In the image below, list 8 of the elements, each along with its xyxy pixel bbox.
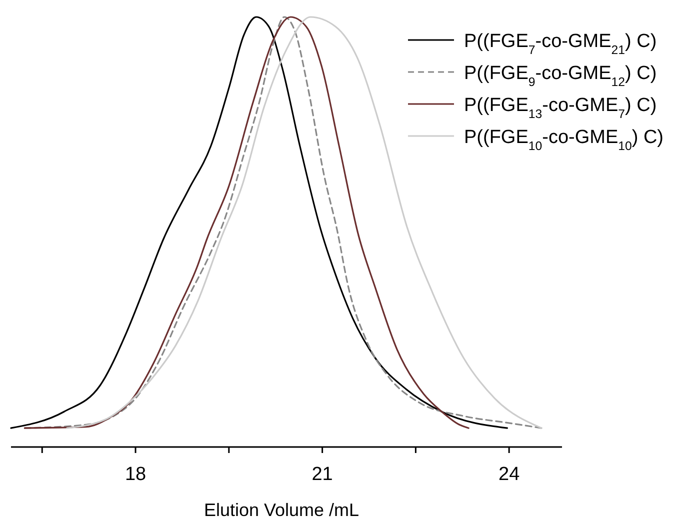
legend-label: P((FGE$_{10}$-co-GME$_{10}$) C) <box>464 127 664 153</box>
legend-label: P((FGE$_{7}$-co-GME$_{21}$) C) <box>464 31 657 57</box>
x-tick-label: 18 <box>124 464 146 485</box>
x-axis-title: Elution Volume /mL <box>204 500 360 520</box>
x-tick-label: 21 <box>312 464 333 485</box>
x-tick-label: 24 <box>498 464 520 485</box>
legend-label: P((FGE$_{13}$-co-GME$_{7}$) C) <box>464 95 657 121</box>
legend-label: P((FGE$_{9}$-co-GME$_{12}$) C) <box>464 63 657 89</box>
